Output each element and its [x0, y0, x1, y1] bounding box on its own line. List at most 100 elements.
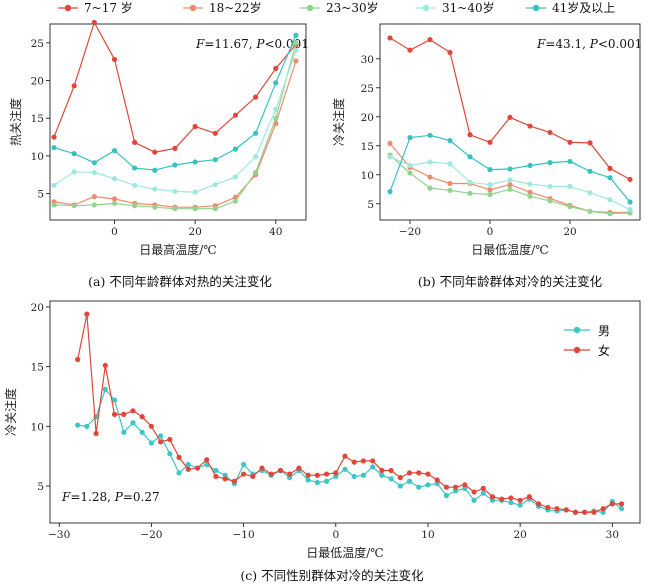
data-point: [71, 203, 77, 209]
data-point: [232, 112, 239, 118]
data-point: [407, 162, 413, 169]
data-point: [152, 149, 158, 155]
stat-part: F: [536, 37, 546, 51]
data-point: [443, 492, 450, 499]
data-point: [111, 56, 118, 63]
data-point: [462, 482, 468, 488]
y-axis-label: 冷关注度: [331, 98, 346, 146]
data-point: [91, 194, 97, 200]
data-point: [618, 501, 625, 507]
data-point: [587, 208, 593, 214]
data-point: [204, 457, 210, 463]
data-point: [51, 134, 57, 140]
data-point: [379, 467, 385, 474]
data-point: [51, 145, 57, 151]
data-point: [172, 162, 178, 168]
legend-marker: [532, 4, 540, 12]
data-point: [250, 473, 256, 480]
data-point: [222, 472, 228, 478]
stat-part: F: [195, 37, 205, 51]
data-point: [416, 484, 422, 490]
stat-part: =1.28,: [70, 490, 114, 504]
stat-part: <0.001: [264, 37, 308, 51]
y-tick-label: 10: [31, 421, 44, 433]
series-line: [53, 42, 297, 210]
y-tick-label: 30: [361, 54, 374, 66]
data-point: [232, 198, 239, 204]
data-point: [253, 94, 259, 100]
data-point: [406, 478, 413, 484]
data-point: [547, 183, 553, 189]
data-point: [293, 32, 299, 38]
data-point: [253, 169, 259, 176]
data-point: [152, 204, 158, 210]
legend-item: 18~22岁: [183, 0, 262, 15]
x-axis-label: 日最高温度/℃: [139, 242, 216, 257]
data-point: [287, 475, 293, 481]
data-point: [467, 132, 473, 138]
data-point: [370, 458, 376, 464]
data-point: [434, 477, 440, 483]
x-tick-label: −20: [399, 226, 421, 238]
data-point: [554, 506, 560, 512]
data-point: [231, 478, 237, 484]
data-point: [192, 123, 198, 130]
data-point: [360, 458, 367, 464]
data-point: [607, 165, 613, 171]
data-point: [253, 130, 259, 136]
data-point: [627, 199, 633, 205]
data-point: [507, 114, 513, 120]
legend-marker: [573, 326, 581, 334]
legend-marker: [573, 346, 581, 354]
data-point: [333, 473, 339, 480]
legend-marker: [306, 4, 314, 12]
data-point: [527, 123, 533, 129]
data-point: [507, 166, 513, 172]
data-point: [342, 453, 348, 459]
legend-item: 7~17 岁: [58, 0, 133, 15]
data-point: [600, 509, 606, 515]
data-point: [75, 422, 81, 428]
data-point: [607, 197, 613, 203]
data-point: [222, 476, 228, 482]
data-point: [273, 115, 279, 121]
data-point: [572, 509, 579, 515]
y-tick-label: 20: [31, 302, 44, 314]
data-point: [462, 485, 468, 491]
data-point: [507, 186, 513, 192]
data-point: [407, 135, 413, 141]
data-point: [240, 461, 247, 468]
series: [51, 32, 299, 173]
data-point: [111, 200, 118, 207]
data-point: [71, 83, 77, 89]
data-point: [172, 145, 178, 151]
data-point: [84, 423, 90, 429]
stat-part: P: [255, 37, 265, 51]
legend-label: 31~40岁: [442, 0, 495, 15]
data-point: [158, 433, 164, 439]
data-point: [480, 485, 486, 491]
data-point: [91, 169, 97, 176]
data-point: [152, 167, 158, 173]
data-point: [489, 494, 496, 500]
data-point: [314, 472, 320, 478]
data-point: [427, 37, 433, 43]
data-point: [192, 206, 198, 212]
data-point: [93, 430, 99, 437]
data-point: [172, 188, 178, 194]
gender-legend: 男女: [564, 324, 610, 358]
data-point: [102, 386, 108, 392]
data-point: [192, 159, 198, 165]
data-point: [600, 506, 606, 512]
data-point: [305, 477, 311, 483]
data-point: [406, 470, 413, 476]
legend-label: 23~30岁: [326, 0, 379, 15]
data-point: [167, 436, 173, 443]
data-point: [427, 185, 433, 191]
x-tick-label: 20: [188, 226, 201, 238]
series-line: [53, 50, 297, 193]
data-point: [447, 49, 453, 56]
data-point: [387, 35, 393, 41]
data-point: [51, 182, 57, 188]
plot-frame: [49, 23, 307, 221]
